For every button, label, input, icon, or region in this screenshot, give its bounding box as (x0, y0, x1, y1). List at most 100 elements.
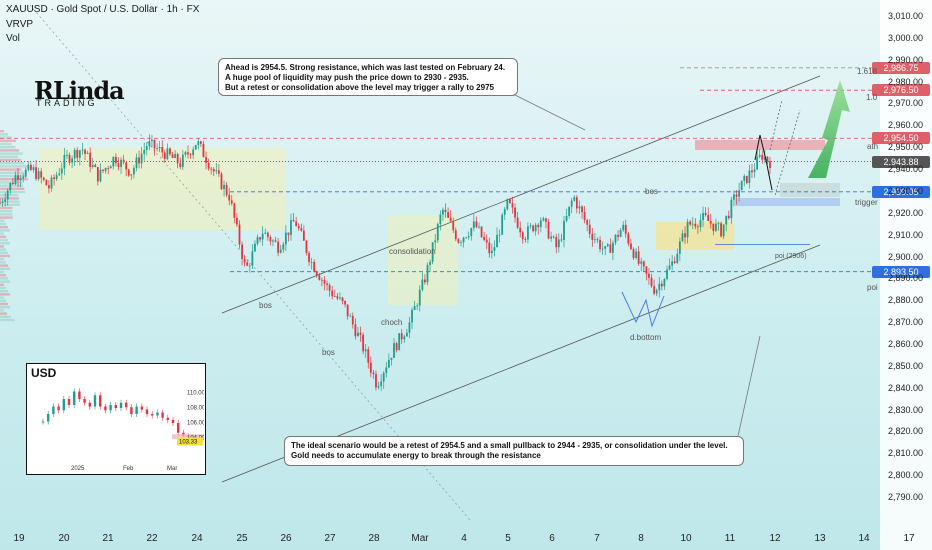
volume-profile-bar (0, 184, 24, 187)
y-tick-label: 2,920.00 (888, 207, 924, 218)
volume-profile-bar (0, 270, 4, 274)
volume-profile-bar (0, 146, 16, 149)
x-tick-label: 28 (368, 533, 380, 544)
candle-body (673, 261, 676, 264)
candle-body (405, 332, 408, 337)
candle-body (243, 258, 246, 263)
volume-profile-bar (0, 197, 20, 200)
candle-body (323, 280, 326, 284)
inset-candle (47, 414, 50, 422)
candle-body (261, 233, 264, 240)
candle-body (24, 169, 27, 177)
candle-body (431, 242, 434, 262)
candle-body (478, 226, 480, 228)
y-tick-label: 2,900.00 (888, 251, 924, 262)
candle-body (738, 190, 740, 197)
candle-body (575, 197, 578, 209)
inset-candle (62, 399, 65, 411)
candle-body (601, 248, 604, 250)
candle-body (0, 202, 1, 204)
x-tick-label: 20 (58, 533, 70, 544)
candle-body (604, 246, 607, 249)
candle-body (627, 233, 630, 244)
poi-label: poi (867, 283, 878, 292)
candle-body (22, 176, 25, 179)
candle-body (653, 286, 656, 294)
candle-body (686, 221, 689, 238)
candle-body (591, 233, 594, 240)
volume-profile-bar (0, 210, 13, 213)
candle-body (472, 221, 475, 229)
candle-body (205, 157, 207, 163)
candle-body (202, 143, 205, 158)
zone-resistance (695, 140, 825, 150)
y-tick-label: 2,980.00 (888, 76, 924, 87)
candle-body (274, 240, 277, 242)
zone-feb-range (40, 148, 285, 230)
candle-body (573, 197, 576, 201)
volume-profile-bar (0, 306, 10, 309)
y-tick-label: 2,870.00 (888, 317, 924, 328)
candle-body (194, 145, 197, 150)
candle-body (547, 221, 550, 239)
inset-candle (151, 414, 154, 416)
candle-body (436, 224, 439, 241)
y-tick-label: 2,840.00 (888, 382, 924, 393)
candle-body (563, 220, 565, 240)
inset-candle (171, 420, 175, 423)
candle-body (722, 224, 725, 237)
volume-profile-bar (0, 133, 8, 136)
candle-body (480, 226, 483, 238)
candle-body (166, 148, 169, 160)
candle-body (725, 215, 728, 225)
candle-body (315, 271, 318, 276)
y-tick-label: 2,810.00 (888, 448, 924, 459)
y-tick-label: 2,820.00 (888, 426, 924, 437)
candle-body (114, 156, 117, 164)
indicator-vrvp[interactable]: VRVP (6, 19, 34, 30)
candle-body (637, 251, 640, 264)
candle-body (766, 156, 769, 162)
candle-body (45, 179, 48, 186)
inset-candle (166, 417, 169, 420)
candle-body (179, 163, 182, 167)
candle-body (426, 264, 429, 283)
candle-body (215, 170, 218, 172)
y-tick-label: 2,850.00 (888, 360, 924, 371)
x-tick-label: 27 (324, 533, 336, 544)
volume-profile-bar (0, 296, 4, 299)
candle-body (465, 237, 468, 239)
volume-profile-bar (0, 181, 22, 184)
candle-body (53, 177, 55, 180)
poi-2906-label: poi (2906) (775, 253, 807, 260)
candle-body (189, 154, 192, 156)
candle-body (606, 244, 609, 247)
candle-body (617, 234, 619, 237)
candle-body (609, 244, 612, 253)
y-tick-label: 2,960.00 (888, 120, 924, 131)
candle-body (462, 237, 465, 243)
candle-body (666, 269, 668, 280)
fib-1-label: 1.0 (866, 93, 878, 102)
candle-body (460, 242, 462, 244)
candle-body (709, 221, 712, 224)
candle-body (475, 221, 478, 228)
candle-body (333, 296, 336, 297)
candle-body (658, 283, 661, 291)
volume-profile-bar (0, 139, 16, 142)
x-tick-label: 25 (236, 533, 248, 544)
candle-body (645, 266, 648, 274)
volume-profile-bar (0, 187, 25, 190)
candle-body (9, 182, 12, 191)
candle-body (125, 162, 128, 170)
candle-body (248, 265, 251, 267)
candle-body (457, 239, 460, 243)
candle-body (192, 149, 195, 156)
candle-body (630, 243, 632, 250)
candle-body (735, 194, 738, 197)
inset-last-price: 103.33 (179, 440, 198, 446)
candle-body (483, 237, 486, 240)
indicator-vol[interactable]: Vol (6, 33, 20, 44)
chart-title: XAUUSD · Gold Spot / U.S. Dollar · 1h · … (6, 4, 200, 15)
candle-body (32, 167, 35, 170)
